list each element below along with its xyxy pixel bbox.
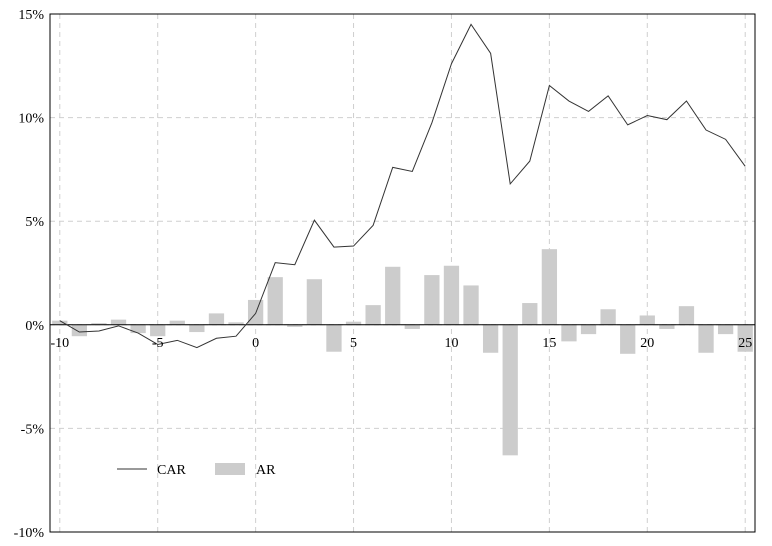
legend: CAR AR xyxy=(117,463,276,478)
plot-frame xyxy=(49,13,756,533)
ar-bar xyxy=(169,320,185,325)
x-tick-label: 0 xyxy=(252,336,259,351)
ar-bar xyxy=(522,303,538,325)
ar-bar xyxy=(385,266,401,325)
x-tick-labels: -10 -5 0 5 10 15 20 25 xyxy=(50,336,752,351)
y-tick-label: -10% xyxy=(14,526,45,541)
ar-bar xyxy=(287,324,303,327)
y-tick-label: -5% xyxy=(21,422,45,437)
x-tick-label: 25 xyxy=(738,336,752,351)
ar-bar xyxy=(71,324,88,337)
x-tick-label: -5 xyxy=(152,336,164,351)
x-tick-label: 10 xyxy=(444,336,458,351)
ar-bar xyxy=(345,321,362,325)
ar-bar xyxy=(482,324,499,353)
x-tick-label: 5 xyxy=(350,336,357,351)
ar-bar xyxy=(737,324,753,352)
ar-bar xyxy=(110,319,127,325)
car-series-line xyxy=(59,23,746,349)
legend-car-label: CAR xyxy=(157,463,186,478)
ar-bars xyxy=(52,249,753,456)
y-tick-label: 15% xyxy=(18,8,44,23)
grid-layer xyxy=(50,13,755,533)
ar-bar xyxy=(620,324,636,354)
ar-bar xyxy=(443,265,460,325)
x-tick-label: -10 xyxy=(50,336,69,351)
ar-bar xyxy=(52,320,68,325)
legend-ar-label: AR xyxy=(256,463,276,478)
ar-bar xyxy=(698,324,714,353)
ar-bar xyxy=(267,277,283,325)
ar-bar xyxy=(189,324,205,333)
x-tick-label: 15 xyxy=(542,336,556,351)
x-tick-label: 20 xyxy=(640,336,654,351)
y-tick-label: 0% xyxy=(25,319,44,334)
ar-bar xyxy=(502,324,518,456)
ar-bar xyxy=(424,275,440,325)
y-tick-label: 5% xyxy=(25,215,44,230)
legend-ar-swatch xyxy=(215,463,245,475)
ar-bar xyxy=(208,313,225,325)
ar-bar xyxy=(228,322,244,325)
car-line-layer xyxy=(59,23,746,349)
ar-bar xyxy=(463,285,479,325)
ar-bar xyxy=(91,323,107,325)
ar-bar xyxy=(404,324,420,329)
ar-bar xyxy=(678,306,695,325)
ar-bar xyxy=(561,324,577,342)
ar-bar xyxy=(541,249,558,325)
ar-bar xyxy=(580,324,597,335)
y-tick-label: 10% xyxy=(18,112,44,127)
ar-bar xyxy=(365,305,381,325)
ar-bar xyxy=(306,279,323,325)
ar-bar xyxy=(326,324,342,352)
ar-bar xyxy=(639,315,655,325)
ar-bar xyxy=(659,324,675,329)
y-tick-labels: -10% -5% 0% 5% 10% 15% xyxy=(14,8,45,541)
ar-bar xyxy=(130,324,146,334)
ar-bar xyxy=(717,324,734,335)
ar-bar xyxy=(150,324,166,337)
ar-bar xyxy=(600,309,616,325)
